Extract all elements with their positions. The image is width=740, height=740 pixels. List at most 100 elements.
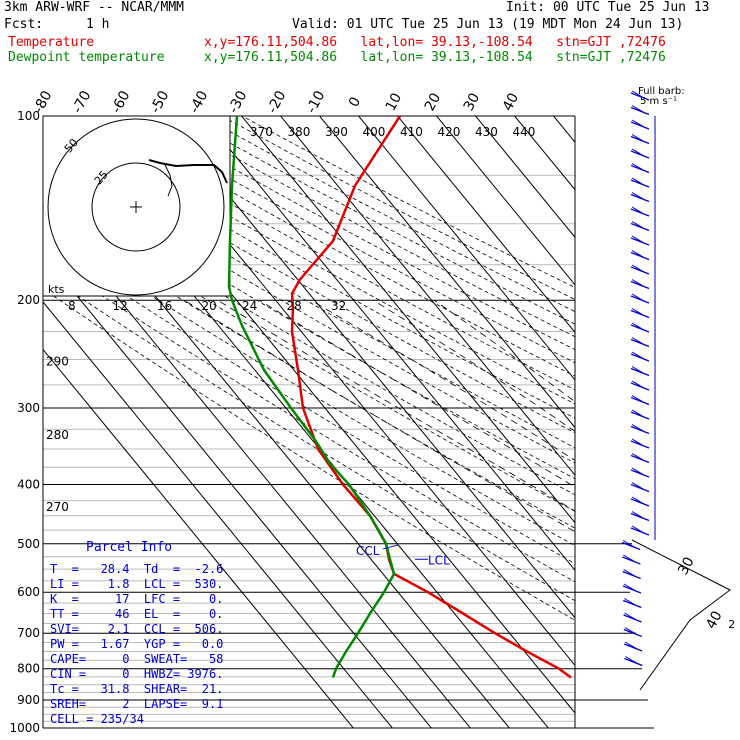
wind-barb xyxy=(630,309,650,319)
hodograph-speed-label: 12 xyxy=(113,299,128,313)
valid-time: Valid: 01 UTC Tue 25 Jun 13 (19 MDT Mon … xyxy=(292,17,684,32)
legend-dewpoint-info: x,y=176.11,504.86 lat,lon= 39.13,-108.54… xyxy=(204,50,666,65)
parcel-row: Tc = 31.8 SHEAR= 21. xyxy=(50,682,224,696)
wind-barb-flag xyxy=(631,511,645,519)
hodograph-ring xyxy=(91,162,181,252)
wind-barb xyxy=(623,628,643,638)
pressure-tick-label: 500 xyxy=(17,537,40,551)
wind-barb-flag xyxy=(631,206,645,215)
wind-barb-flag xyxy=(625,656,638,664)
pressure-tick-label: 600 xyxy=(17,585,40,599)
diagram-boundary xyxy=(631,539,731,691)
dry-adiabat-line xyxy=(241,116,575,288)
wind-barb-flag xyxy=(631,308,645,316)
hodograph-trace xyxy=(163,162,173,197)
temperature-tick-label: -30 xyxy=(226,88,251,116)
wind-barb-flag xyxy=(631,119,645,128)
isotherm-line xyxy=(43,253,432,728)
wind-barb-flag xyxy=(631,279,645,287)
wind-barb xyxy=(630,135,650,145)
dry-adiabat-line xyxy=(161,116,575,338)
wind-barb-flag xyxy=(631,177,645,186)
dry-adiabat-line xyxy=(43,142,575,449)
pressure-tick-label: 1000 xyxy=(9,721,40,735)
wind-barb xyxy=(630,193,650,203)
hodograph-trace xyxy=(148,159,228,184)
pressure-tick-label: 800 xyxy=(17,662,40,676)
hodograph-speed-label: 20 xyxy=(202,299,217,313)
temperature-tick-label: 40 xyxy=(500,90,522,113)
wind-barb-flag xyxy=(631,163,645,171)
wind-barb-flag xyxy=(624,627,638,635)
parcel-info-title: Parcel Info xyxy=(86,540,173,555)
isotherm-line xyxy=(279,116,575,476)
moist-adiabat-line xyxy=(310,299,575,461)
theta-label: 430 xyxy=(475,125,498,139)
dry-adiabat-line xyxy=(43,129,575,434)
wind-barb xyxy=(630,280,650,290)
moist-adiabat-line xyxy=(217,299,575,512)
hodograph-speed-label: 28 xyxy=(287,299,302,313)
wind-barb-flag xyxy=(623,598,637,606)
wind-barb-flag xyxy=(624,641,638,650)
temperature-tick-label: -50 xyxy=(148,88,173,116)
temperature-tick-label: 10 xyxy=(383,90,405,113)
wind-barb xyxy=(630,179,650,188)
wind-barb xyxy=(621,541,641,551)
wind-barb xyxy=(630,164,650,174)
wind-barb-legend: 5 m s⁻¹ xyxy=(640,96,677,107)
wind-barb-flag xyxy=(631,293,645,302)
temperature-tick-label: -10 xyxy=(304,88,329,116)
theta-label: 440 xyxy=(513,125,536,139)
parcel-row: K = 17 LFC = 0. xyxy=(50,592,224,606)
parcel-row: T = 28.4 Td = -2.6 xyxy=(50,562,224,576)
ccl-label: CCL xyxy=(356,544,380,558)
pressure-tick-label: 300 xyxy=(17,401,40,415)
isotherm-line xyxy=(43,348,354,728)
wind-barb xyxy=(630,251,650,261)
wind-barb-flag xyxy=(631,351,645,360)
wind-barb xyxy=(630,353,650,362)
wind-barb-flag xyxy=(623,554,636,563)
dry-adiabat-line xyxy=(60,116,575,405)
dry-adiabat-line xyxy=(43,288,575,621)
dry-adiabat-line xyxy=(43,256,575,583)
wind-barb-flag xyxy=(631,221,645,229)
wind-barb xyxy=(630,425,650,435)
pressure-tick-label: 200 xyxy=(17,293,40,307)
moist-adiabat-line xyxy=(433,299,575,403)
wind-barb xyxy=(630,295,650,304)
parcel-row: CELL = 235/34 xyxy=(50,712,144,726)
wind-barb xyxy=(630,512,650,522)
hodograph-unit-label: kts xyxy=(48,283,65,296)
temperature-tick-label: 20 xyxy=(422,90,444,113)
legend-dewpoint-label: Dewpoint temperature xyxy=(8,50,165,65)
wind-barb xyxy=(630,382,650,391)
wind-barb xyxy=(630,237,650,246)
wind-barb-flag xyxy=(631,148,645,157)
wind-barb-flag xyxy=(631,337,645,345)
legend-temperature-label: Temperature xyxy=(8,35,95,50)
wind-barb xyxy=(630,121,650,130)
wind-barb-flag xyxy=(631,134,645,142)
parcel-info-panel: Parcel Info T = 28.4 Td = -2.6 LI = 1.8 … xyxy=(44,538,240,728)
wind-barb xyxy=(630,469,650,478)
lcl-label: LCL xyxy=(428,553,450,567)
wind-barb-flag xyxy=(631,192,645,200)
temperature-profile-line xyxy=(290,116,572,679)
temperature-tick-label: -60 xyxy=(109,88,134,116)
hodograph-speed-label: 16 xyxy=(157,299,172,313)
model-title: 3km ARW-WRF -- NCAR/MMM xyxy=(4,0,185,15)
theta-label: 370 xyxy=(250,125,273,139)
wind-barb-flag xyxy=(631,467,645,476)
theta-label: 290 xyxy=(46,355,69,369)
dry-adiabat-line xyxy=(43,225,575,547)
dry-adiabat-line xyxy=(181,116,575,325)
wind-barb xyxy=(630,483,650,493)
wind-barb xyxy=(630,498,650,507)
mixing-ratio-line xyxy=(682,583,740,740)
parcel-row: TT = 46 EL = 0. xyxy=(50,607,224,621)
parcel-row: SVI= 2.1 CCL = 506. xyxy=(50,622,224,636)
dry-adiabat-line xyxy=(43,272,575,602)
